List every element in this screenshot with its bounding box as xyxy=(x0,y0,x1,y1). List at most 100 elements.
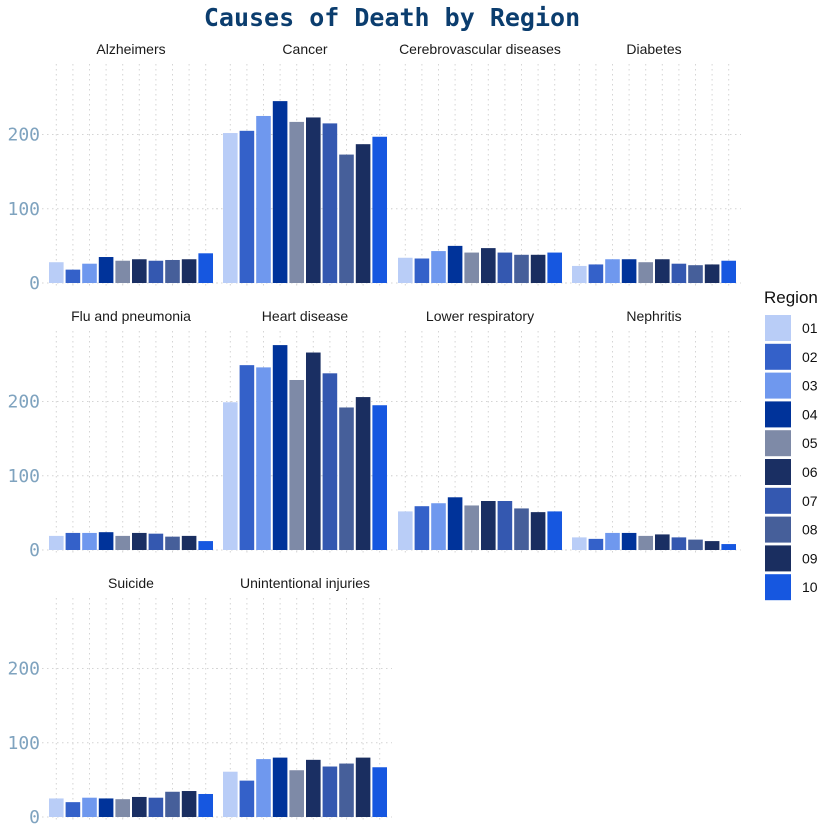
y-tick-label: 0 xyxy=(29,540,40,561)
facet-panel: Cancer xyxy=(216,41,392,287)
y-tick-label: 0 xyxy=(29,273,40,294)
bar xyxy=(322,373,338,550)
bar xyxy=(654,534,670,550)
bar xyxy=(688,265,703,283)
bar xyxy=(355,757,371,817)
legend-key xyxy=(765,343,791,370)
bar xyxy=(397,511,413,550)
bar xyxy=(721,260,737,283)
bar xyxy=(671,263,687,283)
bar xyxy=(98,798,114,817)
facet-label: Suicide xyxy=(108,575,154,591)
facet-label: Alzheimers xyxy=(96,41,165,57)
bar xyxy=(82,797,97,817)
bar xyxy=(82,263,97,283)
y-tick-label: 100 xyxy=(7,733,40,754)
bar xyxy=(272,757,288,817)
bar xyxy=(605,259,620,283)
bar xyxy=(181,259,197,283)
bar xyxy=(605,532,620,550)
bar xyxy=(48,262,64,283)
legend-label: 04 xyxy=(802,406,818,422)
legend-label: 02 xyxy=(802,349,818,365)
bar xyxy=(98,257,114,283)
bar xyxy=(588,264,604,283)
bar xyxy=(372,405,388,550)
bar xyxy=(480,501,496,550)
bar xyxy=(638,535,654,550)
facet-panels: 0 100 200 Alzheimers Cancer Cerebrovascular d… xyxy=(7,41,741,828)
bar xyxy=(339,763,354,817)
bar xyxy=(148,797,164,817)
bar xyxy=(688,539,703,550)
bar xyxy=(48,798,64,817)
legend-key xyxy=(765,430,791,457)
bar xyxy=(165,536,180,550)
bar xyxy=(256,115,271,284)
bar xyxy=(654,259,670,283)
facet-panel: Unintentional injuries xyxy=(216,575,392,821)
facet-label: Lower respiratory xyxy=(426,308,534,324)
legend-label: 01 xyxy=(802,320,818,336)
facet-label: Heart disease xyxy=(262,308,349,324)
bar xyxy=(447,245,463,283)
facet-panel: Heart disease xyxy=(216,308,392,554)
y-tick-label: 0 xyxy=(29,807,40,828)
legend-label: 10 xyxy=(802,579,818,595)
legend-key xyxy=(765,516,791,543)
legend-key xyxy=(765,574,791,601)
bar xyxy=(198,253,214,283)
bar xyxy=(547,252,563,283)
legend: Region 01 02 03 04 05 06 07 08 09 10 xyxy=(764,288,818,601)
bar xyxy=(355,397,371,550)
legend-key xyxy=(765,459,791,485)
legend-label: 05 xyxy=(802,435,818,451)
bar xyxy=(222,402,238,550)
legend-label: 09 xyxy=(802,550,818,566)
bar xyxy=(514,254,529,283)
chart-title: Causes of Death by Region xyxy=(204,3,580,32)
bar xyxy=(148,260,164,283)
bar xyxy=(165,791,180,817)
bar xyxy=(198,541,214,550)
bar xyxy=(65,269,81,283)
bar xyxy=(530,254,546,283)
facet-label: Cancer xyxy=(282,41,327,57)
legend-key xyxy=(765,545,791,572)
bar xyxy=(704,541,720,550)
bar xyxy=(372,767,388,817)
bar xyxy=(65,532,81,550)
bar xyxy=(256,367,271,550)
bar xyxy=(571,537,587,550)
bar xyxy=(131,796,147,817)
legend-key xyxy=(765,372,791,399)
facet-label: Cerebrovascular diseases xyxy=(399,41,561,57)
bar xyxy=(339,154,354,283)
facet-label: Flu and pneumonia xyxy=(71,308,191,324)
legend-label: 07 xyxy=(802,493,818,509)
facet-label: Unintentional injuries xyxy=(240,575,370,591)
bar xyxy=(414,258,430,283)
bar xyxy=(222,771,238,817)
bar xyxy=(48,535,64,550)
facet-label: Nephritis xyxy=(626,308,681,324)
bar xyxy=(239,130,255,283)
facet-panel: Lower respiratory xyxy=(391,308,567,554)
bar xyxy=(239,365,255,550)
bar xyxy=(480,248,496,283)
bar xyxy=(464,505,480,550)
bar xyxy=(571,265,587,283)
bar xyxy=(671,537,687,550)
bar xyxy=(256,759,271,817)
legend-key xyxy=(765,315,791,341)
legend-label: 06 xyxy=(802,464,818,480)
bar xyxy=(704,264,720,283)
bar xyxy=(289,379,305,550)
legend-key xyxy=(765,487,791,514)
bar xyxy=(431,251,446,283)
bar xyxy=(431,503,446,550)
bar xyxy=(372,136,388,283)
bar xyxy=(447,497,463,550)
bar xyxy=(272,101,288,283)
